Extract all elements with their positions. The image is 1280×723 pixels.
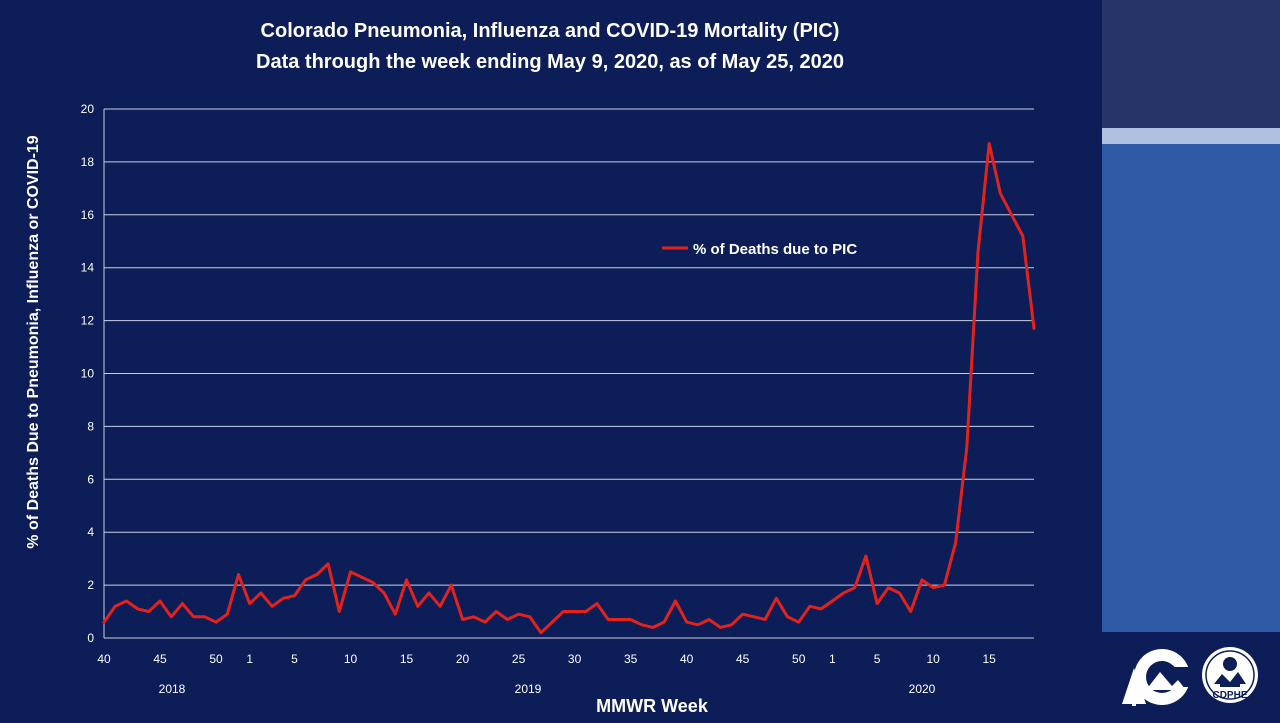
y-tick-label: 12: [81, 314, 95, 328]
y-axis-label: % of Deaths Due to Pneumonia, Influenza …: [25, 135, 42, 548]
x-tick-label: 30: [568, 652, 582, 666]
x-tick-label: 1: [246, 652, 253, 666]
x-tick-label: 10: [926, 652, 940, 666]
x-tick-label: 35: [624, 652, 638, 666]
cdphe-emblem-icon: [1202, 647, 1258, 703]
y-tick-label: 10: [81, 367, 95, 381]
x-tick-label: 5: [874, 652, 881, 666]
y-tick-label: 18: [81, 155, 95, 169]
colorado-c-logo-icon: [1122, 649, 1196, 706]
y-tick-label: 2: [87, 578, 94, 592]
x-tick-label: 15: [983, 652, 997, 666]
y-tick-label: 6: [87, 472, 94, 486]
x-tick-label: 15: [400, 652, 414, 666]
cdphe-text: CDPHE: [1212, 690, 1248, 701]
y-tick-label: 14: [81, 261, 95, 275]
right-side-panel: CDPHE: [1102, 0, 1280, 723]
x-tick-labels: 40 45 50 1 5 10 15 20 25 30 35 40 45 50 1 5 10 15: [97, 652, 996, 666]
panel-top-block: [1102, 0, 1280, 128]
x-tick-label: 40: [97, 652, 111, 666]
x-tick-label: 40: [680, 652, 694, 666]
year-label: 2019: [515, 682, 542, 696]
year-labels: 2018 2019 2020: [159, 682, 936, 696]
y-tick-label: 8: [87, 419, 94, 433]
gridlines: [104, 108, 1034, 586]
x-tick-label: 50: [792, 652, 806, 666]
x-tick-label: 20: [456, 652, 470, 666]
chart-title: Colorado Pneumonia, Influenza and COVID-…: [260, 20, 840, 42]
x-tick-label: 25: [512, 652, 526, 666]
series-line: [102, 141, 1036, 635]
x-tick-label: 1: [829, 652, 836, 666]
x-tick-label: 50: [209, 652, 223, 666]
y-tick-label: 20: [81, 102, 95, 116]
x-tick-label: 45: [153, 652, 167, 666]
axes: [103, 109, 1034, 639]
x-axis-label: MMWR Week: [596, 696, 709, 716]
chart-subtitle: Data through the week ending May 9, 2020…: [256, 51, 844, 73]
y-tick-label: 4: [87, 525, 94, 539]
x-tick-label: 10: [344, 652, 358, 666]
y-tick-labels: 0 2 4 6 8 10 12 14 16 18 20: [81, 102, 95, 645]
series-layer: [102, 141, 1036, 635]
legend-label: % of Deaths due to PIC: [693, 241, 857, 258]
panel-stripe: [1102, 128, 1280, 144]
year-label: 2018: [159, 682, 186, 696]
x-tick-label: 5: [291, 652, 298, 666]
y-tick-label: 0: [87, 631, 94, 645]
cdphe-logo: CDPHE: [1200, 646, 1260, 709]
panel-logo-area: CDPHE: [1102, 632, 1280, 723]
legend: % of Deaths due to PIC: [662, 241, 857, 258]
x-tick-label: 45: [736, 652, 750, 666]
year-label: 2020: [909, 682, 936, 696]
panel-middle-block: [1102, 144, 1280, 632]
y-tick-label: 16: [81, 208, 95, 222]
